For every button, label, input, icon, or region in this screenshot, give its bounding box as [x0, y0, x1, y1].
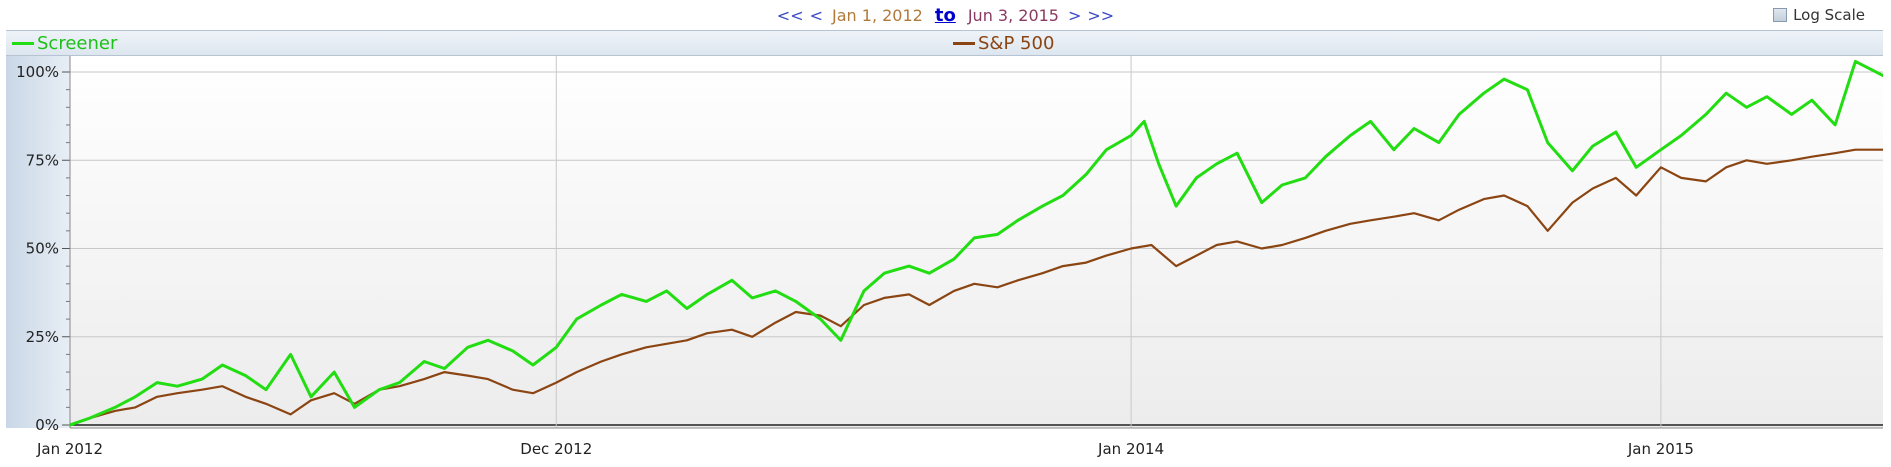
x-tick-label: Dec 2012 — [520, 440, 592, 458]
legend-swatch-screener — [12, 41, 34, 45]
series-lines — [70, 59, 1883, 427]
x-tick-label: Jan 2012 — [36, 440, 103, 458]
date-range-to-link[interactable]: to — [934, 4, 956, 26]
log-scale-checkbox[interactable] — [1773, 8, 1788, 22]
previous-period-button[interactable]: < — [809, 5, 824, 25]
y-tick-label: 100% — [16, 63, 59, 81]
axes — [62, 56, 1883, 429]
tick-labels: 0% 25% 50% 75% 100% Jan 2012 Dec 2012 Jan 2014 J… — [16, 63, 1694, 458]
y-tick-label: 25% — [26, 328, 59, 346]
date-range-navigation: << < Jan 1, 2012 to Jun 3, 2015 > >> — [0, 0, 1891, 30]
legend-item-screener: Screener — [12, 31, 117, 55]
next-period-button[interactable]: > — [1067, 5, 1082, 25]
start-date-label[interactable]: Jan 1, 2012 — [832, 5, 923, 25]
legend-label-screener: Screener — [37, 32, 118, 54]
y-tick-label: 50% — [26, 240, 59, 258]
legend-swatch-sp500 — [953, 41, 975, 45]
plot-background — [70, 56, 1883, 428]
last-period-button[interactable]: >> — [1087, 5, 1115, 25]
log-scale-toggle[interactable]: Log Scale — [1773, 5, 1865, 25]
y-tick-label: 0% — [35, 416, 59, 434]
y-tick-label: 75% — [26, 151, 59, 169]
legend-label-sp500: S&P 500 — [978, 32, 1055, 54]
end-date-label[interactable]: Jun 3, 2015 — [967, 5, 1059, 25]
chart-legend: Screener S&P 500 — [6, 30, 1883, 56]
y-axis-panel — [6, 56, 70, 428]
first-period-button[interactable]: << — [776, 5, 804, 25]
log-scale-label: Log Scale — [1793, 6, 1865, 24]
x-tick-label: Jan 2014 — [1097, 440, 1164, 458]
series-line-screener — [70, 59, 1883, 427]
x-tick-label: Jan 2015 — [1627, 440, 1694, 458]
legend-item-sp500: S&P 500 — [953, 31, 1054, 55]
